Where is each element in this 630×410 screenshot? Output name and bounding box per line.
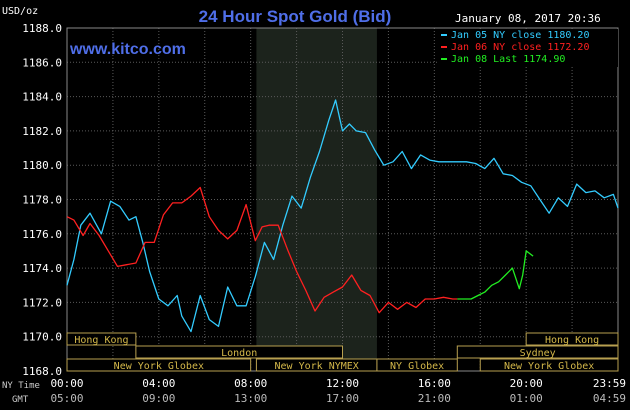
x-tick-label-gmt: 01:00	[510, 392, 543, 405]
series-line-1	[66, 99, 619, 333]
y-tick-label: 1182.0	[22, 125, 62, 138]
x-row-label-ny: NY Time	[2, 381, 40, 391]
market-session-bar	[66, 358, 252, 372]
x-tick-label-ny: 20:00	[510, 377, 543, 390]
x-tick-label-gmt: 13:00	[234, 392, 267, 405]
x-tick-label-ny: 04:00	[142, 377, 175, 390]
market-session-label: NY Globex	[390, 361, 444, 372]
x-tick-label-gmt: 05:00	[50, 392, 83, 405]
x-tick-label-ny: 08:00	[234, 377, 267, 390]
legend-item: Jan 05 NY close 1180.20	[451, 30, 589, 41]
market-session-bar	[135, 345, 343, 359]
y-tick-label: 1188.0	[22, 22, 62, 35]
x-tick-label-gmt: 17:00	[326, 392, 359, 405]
y-tick-label: 1170.0	[22, 331, 62, 344]
y-unit-label: USD/oz	[2, 6, 38, 17]
market-session-label: London	[221, 348, 257, 359]
x-row-label-gmt: GMT	[12, 395, 29, 405]
x-tick-label-gmt: 09:00	[142, 392, 175, 405]
series-line-3	[457, 250, 534, 300]
y-tick-label: 1178.0	[22, 194, 62, 207]
market-session-label: New York Globex	[504, 361, 594, 372]
legend-item: Jan 06 NY close 1172.20	[451, 42, 589, 53]
series-line-2	[66, 186, 458, 314]
market-session-bar	[479, 358, 619, 372]
y-tick-label: 1180.0	[22, 159, 62, 172]
y-tick-label: 1174.0	[22, 262, 62, 275]
market-session-bar	[376, 358, 458, 372]
market-session-label: Hong Kong	[545, 335, 599, 346]
market-session-bar	[66, 332, 137, 346]
market-session-bar	[525, 332, 619, 346]
market-session-label: New York Globex	[114, 361, 204, 372]
market-session-label: Hong Kong	[74, 335, 128, 346]
y-tick-label: 1184.0	[22, 91, 62, 104]
x-tick-label-ny: 12:00	[326, 377, 359, 390]
y-tick-label: 1172.0	[22, 296, 62, 309]
x-tick-label-gmt: 04:59	[593, 392, 626, 405]
x-tick-label-ny: 00:00	[50, 377, 83, 390]
watermark-url: www.kitco.com	[69, 41, 186, 58]
market-session-label: Sydney	[520, 348, 556, 359]
x-tick-label-ny: 23:59	[593, 377, 626, 390]
x-tick-label-ny: 16:00	[418, 377, 451, 390]
y-tick-label: 1186.0	[22, 56, 62, 69]
legend-item: Jan 08 Last 1174.90	[451, 54, 565, 65]
legend-box	[438, 29, 618, 67]
x-tick-label-gmt: 21:00	[418, 392, 451, 405]
y-tick-label: 1176.0	[22, 228, 62, 241]
chart-title: 24 Hour Spot Gold (Bid)	[199, 7, 392, 26]
timestamp: January 08, 2017 20:36	[455, 12, 601, 25]
market-session-bar	[456, 345, 619, 359]
market-session-label: New York NYMEX	[275, 361, 359, 372]
y-tick-label: 1168.0	[22, 365, 62, 378]
